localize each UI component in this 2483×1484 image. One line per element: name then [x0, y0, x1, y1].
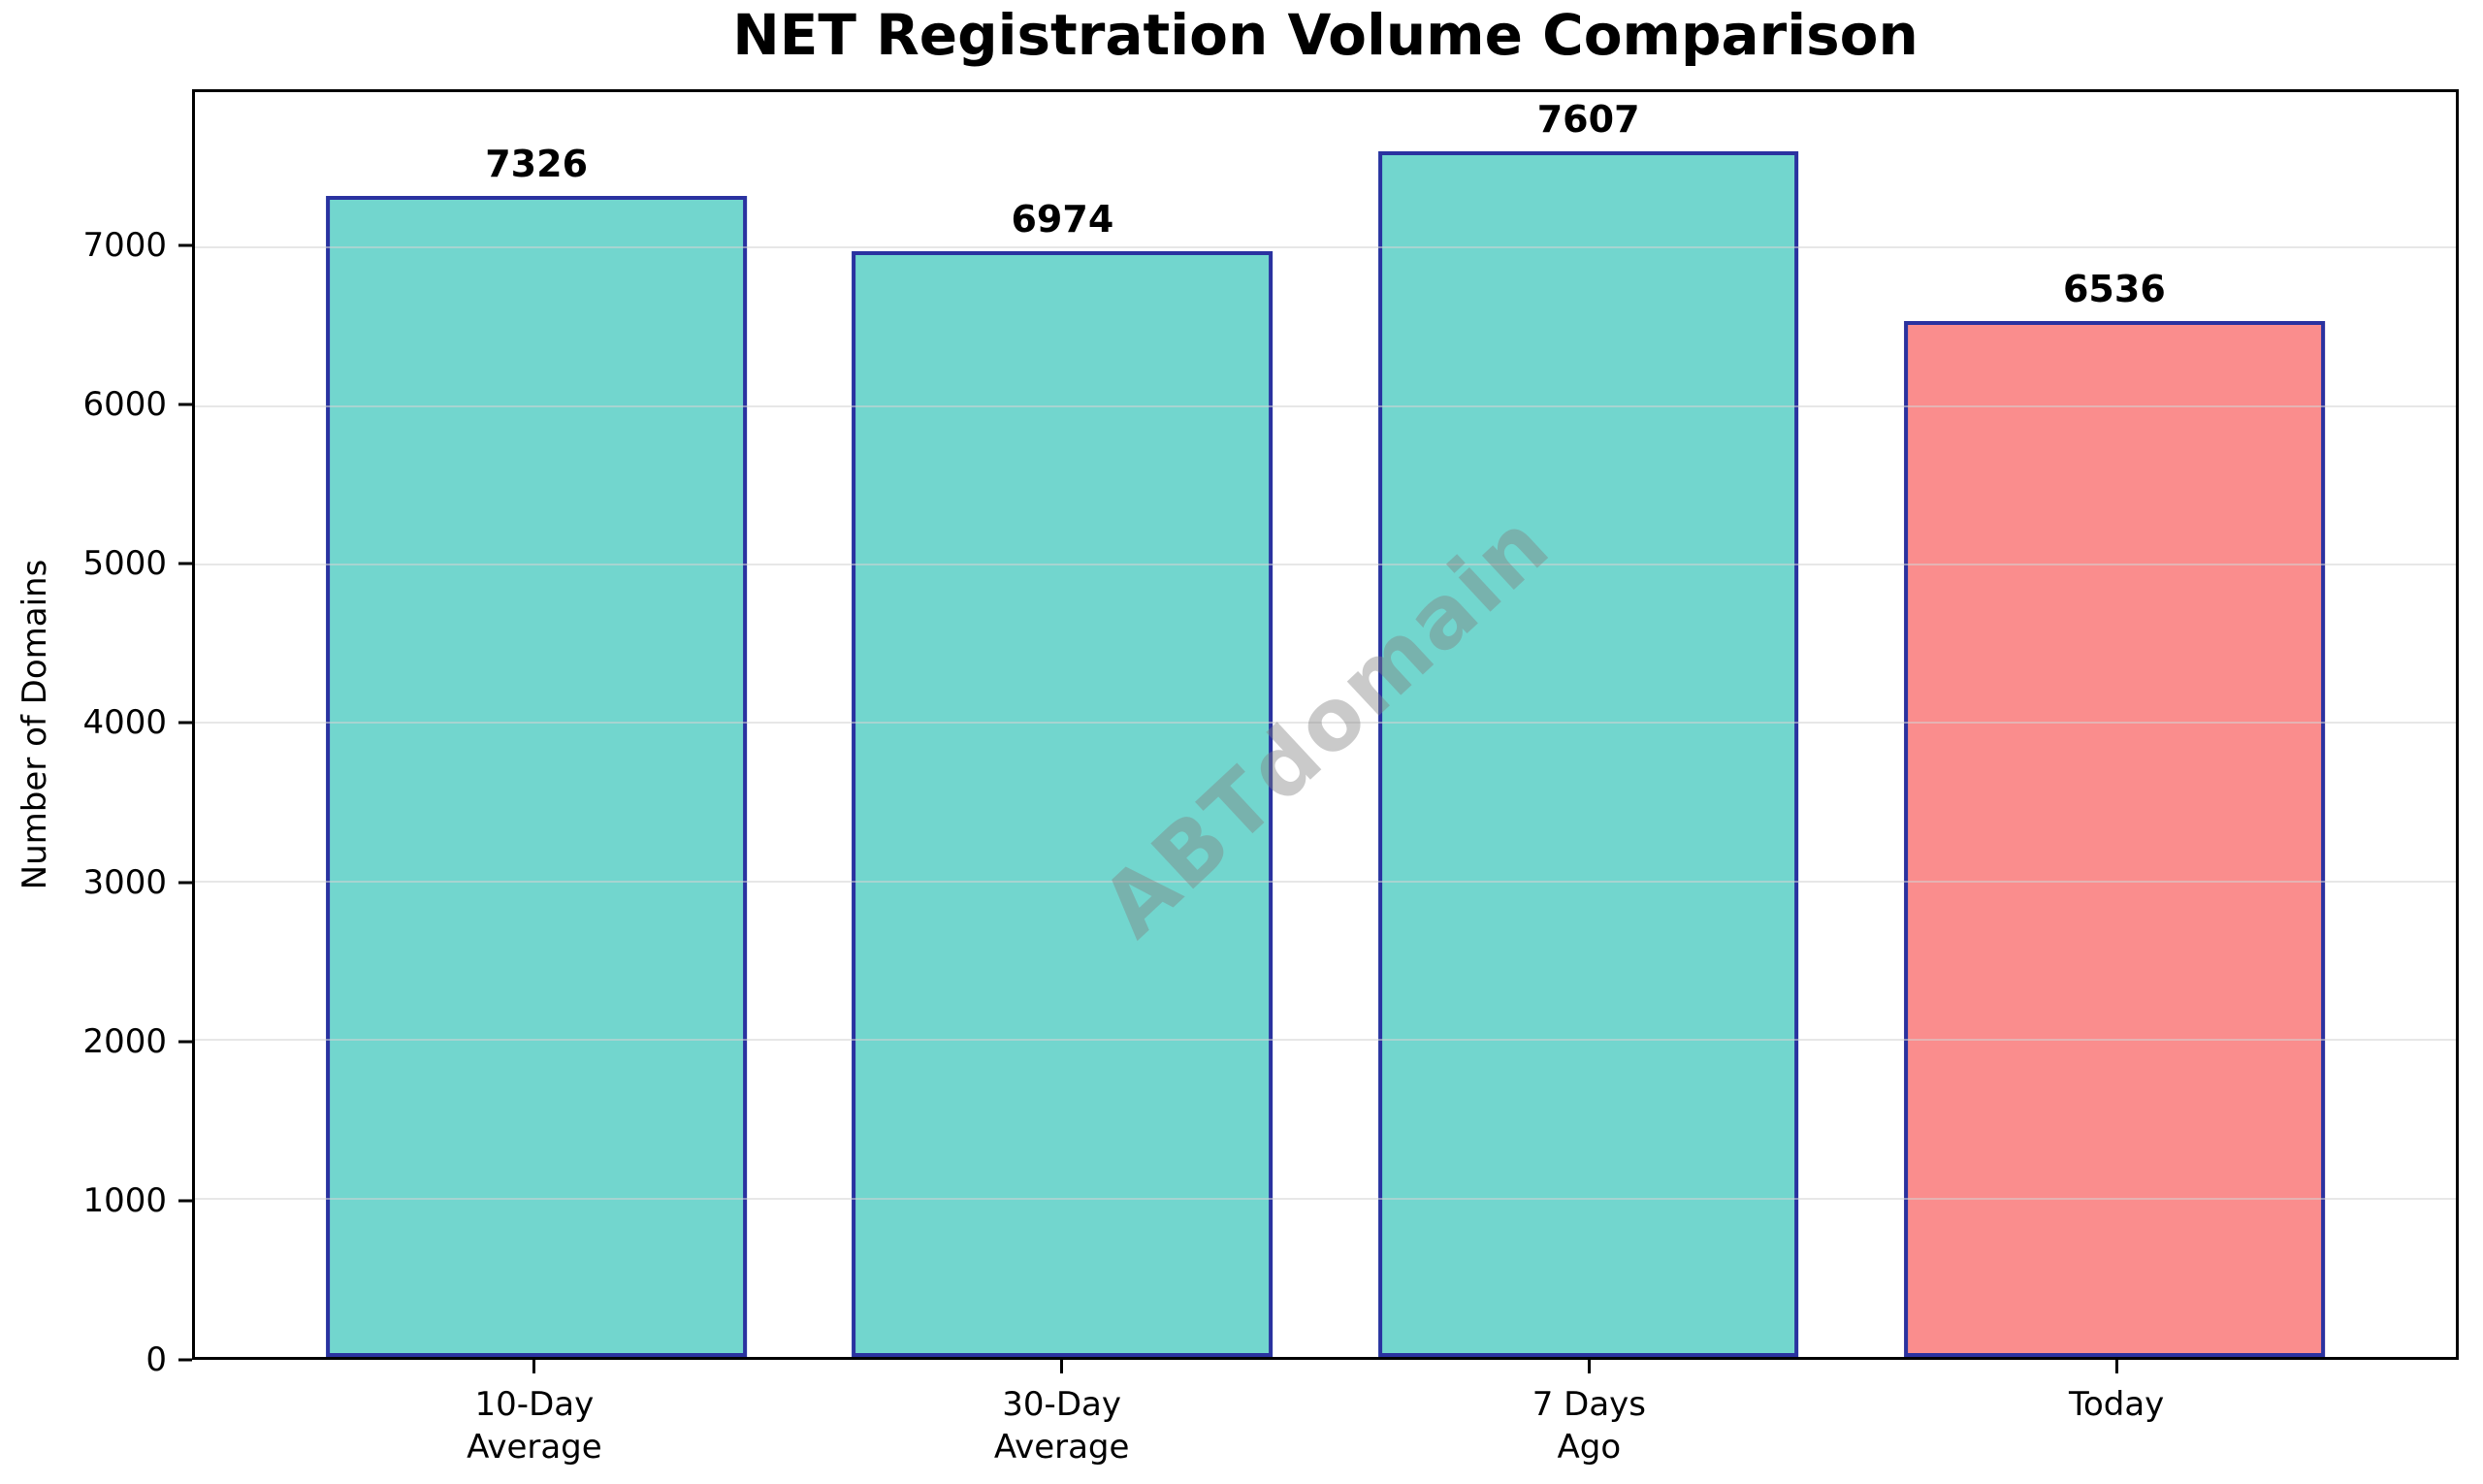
y-axis-tick: [178, 243, 192, 247]
y-tick-label: 6000: [82, 385, 167, 425]
bar-slot: 7607: [1326, 92, 1852, 1357]
x-tick-label: 30-Day Average: [993, 1385, 1130, 1468]
y-tick-label: 5000: [82, 544, 167, 584]
x-tick-label: 10-Day Average: [467, 1385, 602, 1468]
bars-layer: 7326 6974 7607 6536: [195, 92, 2456, 1357]
y-axis-tick: [178, 1358, 192, 1362]
x-axis-category: 30-Day Average: [798, 1360, 1326, 1468]
x-axis-tick: [1587, 1360, 1591, 1373]
x-axis-category: Today: [1853, 1360, 2380, 1468]
bar-slot: 7326: [274, 92, 799, 1357]
x-axis-row: 10-Day Average 30-Day Average 7 Days Ago To…: [192, 1360, 2459, 1468]
bar-slot: 6974: [799, 92, 1325, 1357]
y-axis-tick: [178, 721, 192, 725]
x-axis-tick: [1060, 1360, 1064, 1373]
bar-value-label: 6536: [2062, 267, 2166, 310]
y-axis-tick: [178, 403, 192, 406]
y-tick-label: 3000: [82, 862, 167, 902]
y-axis: 0 1000 2000 3000 4000 5000 6000 7000: [0, 89, 192, 1376]
bar: [1377, 150, 1799, 1357]
x-tick-label: 7 Days Ago: [1532, 1385, 1647, 1468]
bar-value-label: 6974: [1011, 198, 1114, 242]
plot-area: 7326 6974 7607 6536 ABTdomain: [192, 89, 2459, 1360]
bar: [852, 251, 1274, 1357]
y-tick-label: 4000: [82, 703, 167, 743]
y-axis-tick: [178, 881, 192, 885]
x-axis: 10-Day Average 30-Day Average 7 Days Ago To…: [192, 1360, 2459, 1468]
bar: [1903, 320, 2325, 1357]
x-axis-category: 7 Days Ago: [1326, 1360, 1854, 1468]
y-tick-label: 0: [145, 1340, 167, 1379]
x-axis-tick: [2114, 1360, 2118, 1373]
x-axis-category: 10-Day Average: [271, 1360, 798, 1468]
y-tick-label: 1000: [82, 1180, 167, 1220]
bar-value-label: 7326: [485, 142, 589, 185]
bar: [326, 195, 748, 1357]
chart-title: NET Registration Volume Comparison: [732, 2, 1919, 68]
y-tick-label: 2000: [82, 1021, 167, 1061]
x-axis-tick: [532, 1360, 536, 1373]
bar-value-label: 7607: [1536, 97, 1640, 141]
y-tick-label: 7000: [82, 225, 167, 265]
y-axis-tick: [178, 562, 192, 565]
bar-slot: 6536: [1852, 92, 2377, 1357]
y-axis-tick: [178, 1199, 192, 1203]
x-tick-label: Today: [2068, 1385, 2165, 1424]
y-axis-tick: [178, 1040, 192, 1044]
